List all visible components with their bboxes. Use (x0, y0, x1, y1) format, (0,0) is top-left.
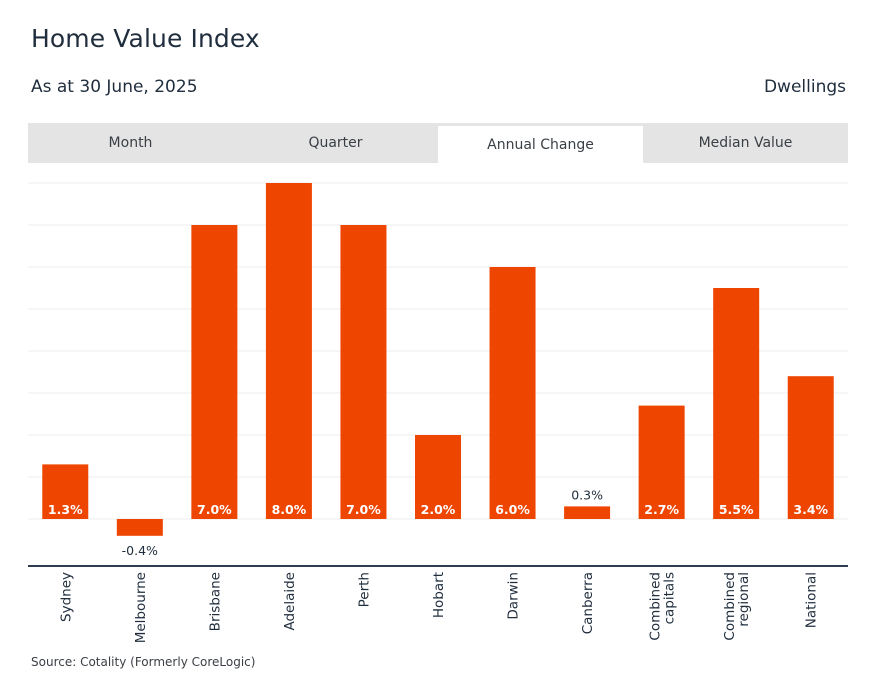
bar-sydney[interactable] (42, 464, 89, 519)
data-label: 8.0% (272, 502, 307, 517)
data-label: 1.3% (48, 502, 83, 517)
data-label: -0.4% (122, 543, 158, 558)
x-tick-label: Brisbane (207, 572, 223, 631)
dwellings-label: Dwellings (763, 77, 846, 97)
data-label: 2.7% (644, 502, 679, 517)
source-note: Source: Cotality (Formerly CoreLogic) (31, 655, 256, 669)
x-tick-label: Hobart (431, 572, 447, 618)
x-tick-label: regional (736, 572, 752, 627)
x-tick-label: Combined (648, 572, 664, 641)
x-tick-label: Perth (356, 572, 372, 607)
x-tick-label: Canberra (580, 572, 596, 634)
data-label: 7.0% (346, 502, 381, 517)
bar-perth[interactable] (340, 225, 387, 519)
x-tick-label: National (804, 572, 820, 628)
tab-month[interactable]: Month (108, 135, 153, 151)
data-label: 7.0% (197, 502, 232, 517)
data-label: 2.0% (421, 502, 456, 517)
data-label: 3.4% (793, 502, 828, 517)
bar-brisbane[interactable] (191, 225, 238, 519)
bar-chart: 1.3% -0.4% 7.0% 8.0% 7.0% 2.0% 6.0% 0.3% 2.7% 5.5… (28, 182, 848, 643)
data-label: 5.5% (719, 502, 754, 517)
tab-bar: Month Quarter Annual Change Median Value (28, 123, 848, 163)
bar-combined-capitals[interactable] (638, 405, 685, 519)
tab-median-value[interactable]: Median Value (698, 135, 793, 151)
x-tick-label: Melbourne (133, 572, 149, 643)
x-tick-label: capitals (662, 572, 678, 624)
bar-darwin[interactable] (489, 267, 536, 519)
bar-canberra[interactable] (564, 506, 611, 519)
x-tick-label: Darwin (506, 572, 522, 620)
data-label: 0.3% (571, 487, 603, 502)
bar-national[interactable] (787, 376, 834, 519)
bar-melbourne[interactable] (116, 519, 163, 536)
page-title: Home Value Index (31, 24, 260, 53)
date-subtitle: As at 30 June, 2025 (31, 77, 198, 97)
data-label: 6.0% (495, 502, 530, 517)
tab-quarter[interactable]: Quarter (308, 135, 363, 151)
x-tick-label: Adelaide (282, 572, 298, 631)
bar-adelaide[interactable] (265, 183, 312, 519)
x-tick-label: Sydney (58, 572, 74, 622)
tab-annual-change[interactable]: Annual Change (438, 126, 643, 163)
bar-combined-regional[interactable] (713, 288, 760, 519)
bar-hobart[interactable] (415, 435, 461, 519)
x-tick-label: Combined (722, 572, 738, 641)
